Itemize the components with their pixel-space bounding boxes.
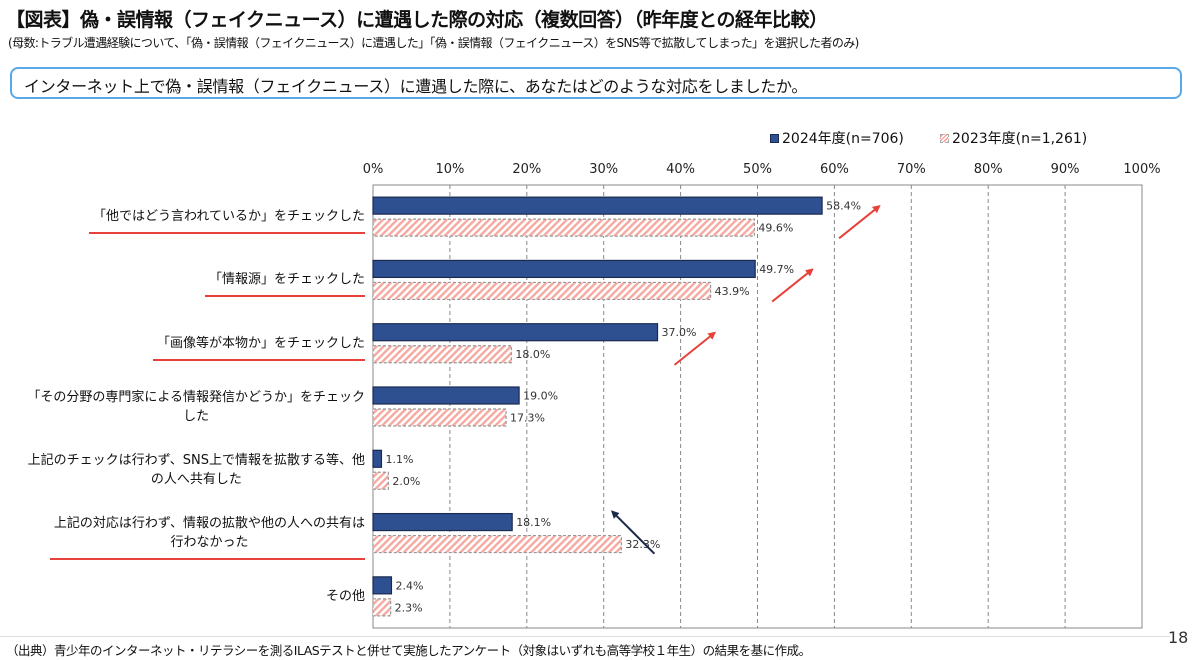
data-label: 43.9% bbox=[715, 285, 750, 298]
category-underline bbox=[49, 558, 365, 561]
bar-2023 bbox=[372, 408, 507, 427]
question-text: インターネット上で偽・誤情報（フェイクニュース）に遭遇した際に、あなたはどのよう… bbox=[24, 77, 808, 96]
legend-label-2024: 2024年度(n=706) bbox=[782, 131, 904, 147]
data-label: 2.3% bbox=[395, 601, 423, 614]
category-label: 「情報源」をチェックした bbox=[209, 270, 365, 289]
legend-item-2024: 2024年度(n=706) bbox=[770, 128, 904, 148]
x-tick-label: 100% bbox=[1123, 162, 1160, 177]
bar-2024 bbox=[372, 449, 383, 468]
category-underline bbox=[204, 295, 365, 298]
x-tick-label: 80% bbox=[974, 162, 1003, 177]
data-label: 17.3% bbox=[510, 412, 545, 425]
data-label: 18.1% bbox=[516, 516, 551, 529]
data-label: 49.6% bbox=[758, 222, 793, 235]
down-arrow-icon bbox=[610, 510, 656, 555]
bar-2024 bbox=[372, 323, 659, 342]
data-labels: 58.4% 49.6% 49.7% 43.9% 37.0% 18.0% 19.0% 17.3%… bbox=[385, 200, 861, 615]
x-tick-label: 40% bbox=[666, 162, 695, 177]
category-label-line: 「情報源」をチェックした bbox=[208, 272, 365, 288]
data-label: 32.3% bbox=[625, 538, 660, 551]
x-tick-label: 0% bbox=[363, 162, 384, 177]
category-label: その他 bbox=[326, 587, 365, 606]
category-underline bbox=[152, 358, 365, 361]
x-tick-label: 60% bbox=[820, 162, 849, 177]
data-label: 2.4% bbox=[395, 579, 423, 592]
category-label-line: 行わなかった bbox=[170, 535, 249, 551]
x-tick-label: 20% bbox=[512, 162, 541, 177]
data-label: 18.0% bbox=[515, 348, 550, 361]
data-label: 1.1% bbox=[385, 453, 413, 466]
x-tick-label: 70% bbox=[897, 162, 926, 177]
data-label: 49.7% bbox=[759, 263, 794, 276]
bar-2023 bbox=[372, 534, 622, 554]
category-label: 上記のチェックは行わず、SNS上で情報を拡散する等、他 の人へ共有した bbox=[28, 451, 365, 489]
legend-item-2023: 2023年度(n=1,261) bbox=[940, 128, 1087, 148]
bar-2024 bbox=[372, 196, 823, 215]
bar-2023 bbox=[372, 598, 392, 617]
category-label-line: 「画像等が本物か」をチェックした bbox=[156, 335, 365, 351]
bar-2023 bbox=[372, 471, 389, 490]
trend-arrows bbox=[610, 205, 881, 555]
category-label-line: 上記の対応は行わず、情報の拡散や他の人への共有は bbox=[53, 516, 365, 532]
category-label-line: した bbox=[183, 408, 210, 424]
category-label: 「その分野の専門家による情報発信かどうか」をチェック した bbox=[27, 388, 365, 426]
category-underline bbox=[89, 232, 365, 235]
x-tick-label: 30% bbox=[589, 162, 618, 177]
bar-2023 bbox=[372, 345, 513, 364]
question-box: インターネット上で偽・誤情報（フェイクニュース）に遭遇した際に、あなたはどのよう… bbox=[10, 67, 1182, 99]
category-label-line: の人へ共有した bbox=[150, 471, 242, 487]
up-arrow-icon bbox=[771, 268, 814, 303]
category-label-line: その他 bbox=[325, 588, 365, 604]
category-label: 上記の対応は行わず、情報の拡散や他の人への共有は 行わなかった bbox=[54, 514, 365, 552]
legend-swatch-2024 bbox=[770, 133, 779, 143]
source-note: （出典）青少年のインターネット・リテラシーを測るILASテストと併せて実施したア… bbox=[6, 643, 811, 658]
data-label: 2.0% bbox=[392, 475, 420, 488]
bar-2023 bbox=[372, 218, 756, 237]
population-note: (母数:トラブル遭遇経験について、「偽・誤情報（フェイクニュース）に遭遇した」「… bbox=[8, 36, 859, 50]
gridlines bbox=[372, 184, 1143, 629]
data-label: 58.4% bbox=[826, 200, 861, 213]
legend-swatch-2023 bbox=[940, 133, 949, 143]
bars bbox=[372, 196, 823, 617]
x-axis-ticks: 0% 10% 20% 30% 40% 50% 60% 70% 80% 90% 100% bbox=[363, 162, 1161, 177]
data-label: 37.0% bbox=[662, 326, 697, 339]
bar-2024 bbox=[372, 512, 513, 532]
category-label: 「他ではどう言われているか」をチェックした bbox=[93, 207, 365, 226]
x-tick-label: 50% bbox=[743, 162, 772, 177]
category-label-line: 「他ではどう言われているか」をチェックした bbox=[93, 209, 365, 225]
up-arrow-icon bbox=[673, 331, 717, 366]
category-label-line: 上記のチェックは行わず、SNS上で情報を拡散する等、他 bbox=[27, 452, 365, 468]
up-arrow-icon bbox=[838, 205, 881, 240]
x-tick-label: 10% bbox=[435, 162, 464, 177]
data-label: 19.0% bbox=[523, 390, 558, 403]
footer-divider bbox=[0, 636, 1170, 637]
legend-label-2023: 2023年度(n=1,261) bbox=[952, 131, 1088, 147]
page-title: 【図表】偽・誤情報（フェイクニュース）に遭遇した際の対応（複数回答）（昨年度との… bbox=[6, 9, 828, 31]
x-tick-label: 90% bbox=[1051, 162, 1080, 177]
bar-2023 bbox=[372, 281, 712, 301]
page-number: 18 bbox=[1168, 628, 1189, 647]
bar-2024 bbox=[372, 259, 756, 279]
category-label: 「画像等が本物か」をチェックした bbox=[157, 334, 365, 353]
category-label-line: 「その分野の専門家による情報発信かどうか」をチェック bbox=[27, 389, 365, 405]
bar-2024 bbox=[372, 386, 520, 405]
bar-2024 bbox=[372, 576, 393, 595]
